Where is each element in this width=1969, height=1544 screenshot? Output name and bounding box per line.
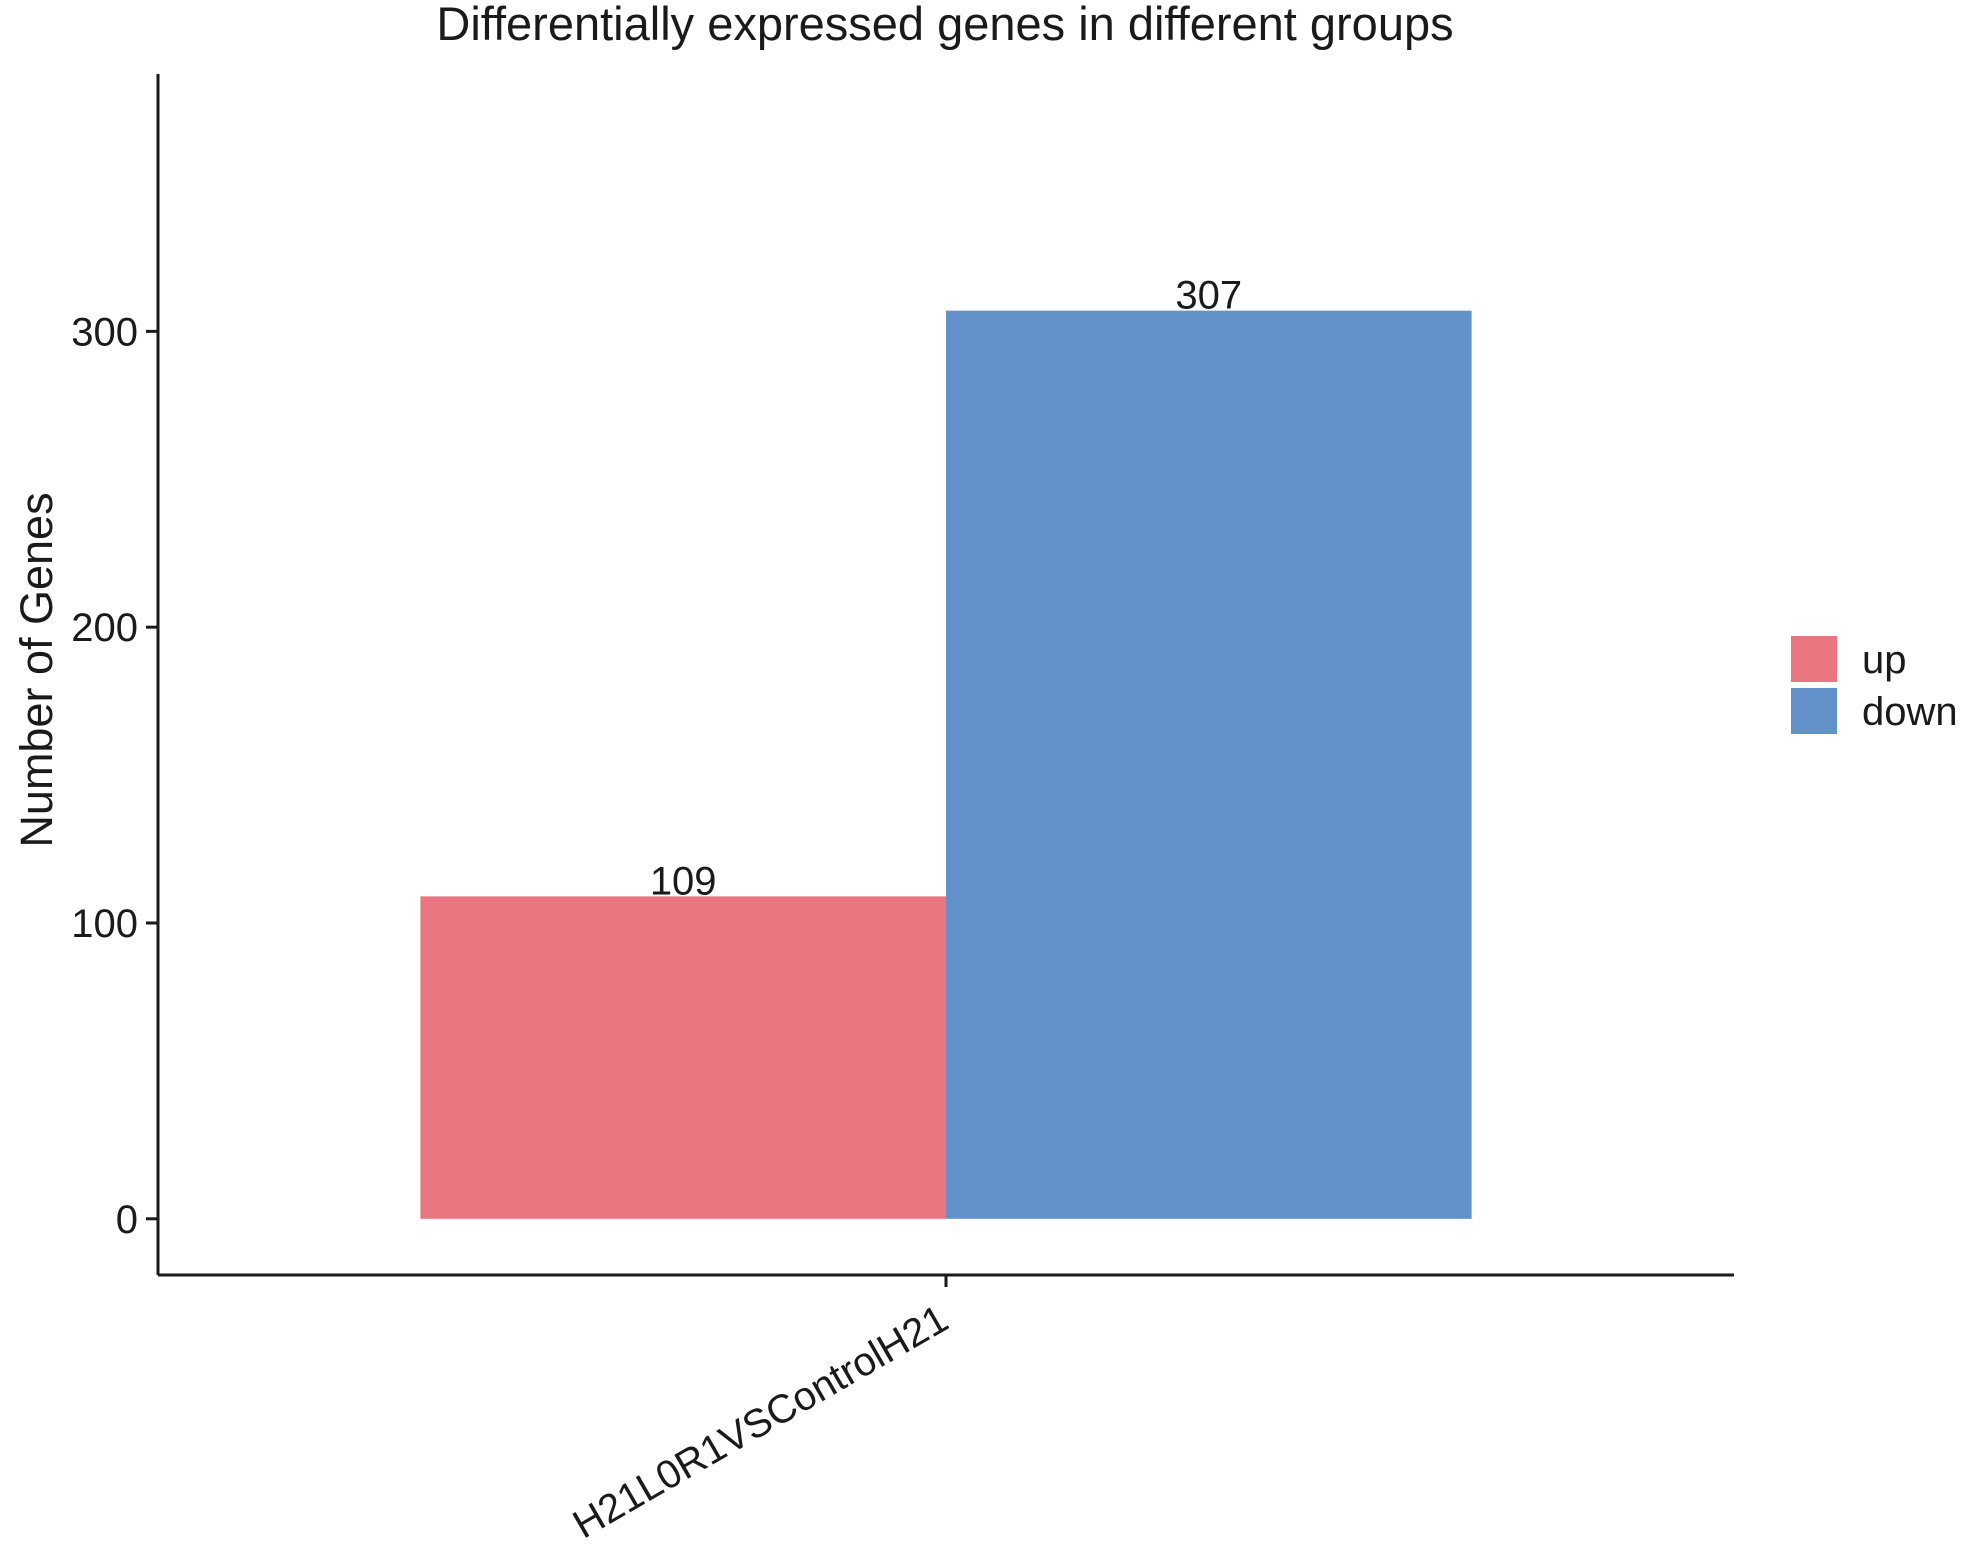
legend-key-up bbox=[1791, 636, 1837, 682]
chart-title: Differentially expressed genes in differ… bbox=[436, 0, 1453, 50]
legend: up down bbox=[1791, 636, 1958, 734]
bar-up bbox=[420, 896, 946, 1219]
bar-down bbox=[946, 310, 1472, 1219]
y-tick-label: 0 bbox=[116, 1198, 138, 1242]
y-tick-label: 300 bbox=[71, 310, 138, 354]
y-tick-label: 200 bbox=[71, 606, 138, 650]
legend-label-up: up bbox=[1862, 638, 1907, 682]
legend-label-down: down bbox=[1862, 690, 1958, 734]
data-label-down: 307 bbox=[1175, 274, 1242, 318]
legend-key-down bbox=[1791, 688, 1837, 734]
data-label-up: 109 bbox=[650, 859, 717, 903]
plot-area: 0 100 200 300 109 307 H21L0R1VSControlH21 bbox=[71, 74, 1734, 1544]
x-tick-label: H21L0R1VSControlH21 bbox=[566, 1297, 956, 1544]
y-tick-label: 100 bbox=[71, 902, 138, 946]
y-axis-label: Number of Genes bbox=[11, 492, 62, 847]
